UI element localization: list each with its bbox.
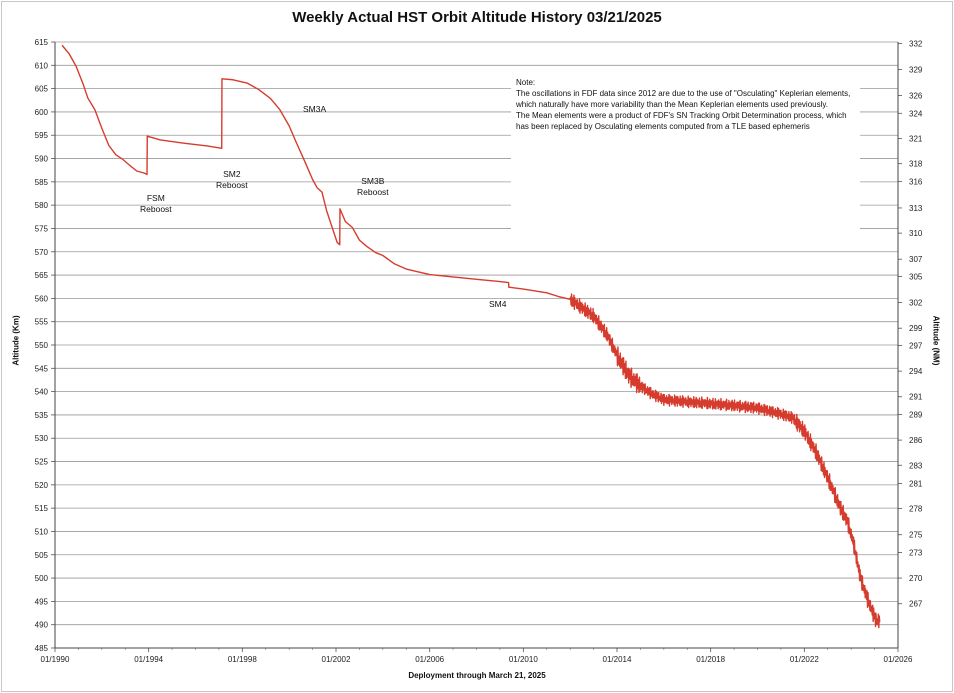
x-tick-label: 01/2002 <box>322 655 351 664</box>
y-tick-label: 610 <box>35 61 49 70</box>
x-tick-label: 01/2026 <box>884 655 913 664</box>
y-right-tick-label: 270 <box>909 574 923 583</box>
chart-title: Weekly Actual HST Orbit Altitude History… <box>292 9 662 26</box>
x-tick-label: 01/1998 <box>228 655 257 664</box>
y-tick-label: 570 <box>35 248 49 257</box>
y-right-tick-label: 305 <box>909 272 923 281</box>
y-tick-label: 520 <box>35 481 49 490</box>
y-right-tick-label: 275 <box>909 531 923 540</box>
y-tick-label: 560 <box>35 294 49 303</box>
y-tick-label: 540 <box>35 388 49 397</box>
y-axis-title-right: Altitude (NM) <box>931 315 941 366</box>
y-tick-label: 585 <box>35 178 49 187</box>
y-tick-label: 525 <box>35 458 49 467</box>
x-axis-title: Deployment through March 21, 2025 <box>408 671 546 680</box>
y-axis-title-left: Altitude (Km) <box>11 315 21 366</box>
y-right-tick-label: 289 <box>909 410 923 419</box>
y-tick-label: 615 <box>35 38 49 47</box>
y-right-tick-label: 291 <box>909 393 923 402</box>
y-tick-label: 510 <box>35 527 49 536</box>
y-tick-label: 530 <box>35 434 49 443</box>
y-right-tick-label: 318 <box>909 160 923 169</box>
note-paragraph-2: The Mean elements were a product of FDF'… <box>516 111 847 131</box>
y-right-tick-label: 286 <box>909 436 923 445</box>
y-right-tick-label: 316 <box>909 177 923 186</box>
y-tick-label: 595 <box>35 131 49 140</box>
annotation-fsm-reboost: FSM Reboost <box>140 193 172 214</box>
y-right-tick-label: 278 <box>909 505 923 514</box>
x-tick-label: 01/1990 <box>41 655 70 664</box>
x-tick-label: 01/2010 <box>509 655 538 664</box>
y-right-tick-label: 299 <box>909 324 923 333</box>
y-right-tick-label: 267 <box>909 600 923 609</box>
y-right-tick-label: 302 <box>909 299 923 308</box>
y-tick-label: 505 <box>35 551 49 560</box>
y-tick-label: 500 <box>35 574 49 583</box>
x-tick-label: 01/2018 <box>696 655 725 664</box>
x-tick-label: 01/2006 <box>415 655 444 664</box>
y-right-tick-label: 273 <box>909 548 923 557</box>
y-tick-label: 535 <box>35 411 49 420</box>
y-right-tick-label: 313 <box>909 204 923 213</box>
y-right-tick-label: 329 <box>909 66 923 75</box>
y-tick-label: 565 <box>35 271 49 280</box>
y-tick-label: 605 <box>35 85 49 94</box>
y-tick-label: 590 <box>35 155 49 164</box>
y-tick-label: 580 <box>35 201 49 210</box>
annotation-sm3a: SM3A <box>303 104 327 114</box>
y-right-tick-label: 281 <box>909 479 923 488</box>
y-tick-label: 575 <box>35 224 49 233</box>
y-tick-label: 490 <box>35 621 49 630</box>
y-right-tick-label: 332 <box>909 39 923 48</box>
y-right-tick-label: 326 <box>909 92 923 101</box>
y-tick-label: 555 <box>35 318 49 327</box>
y-right-tick-label: 283 <box>909 461 923 470</box>
y-right-tick-label: 321 <box>909 134 923 143</box>
note-box: Note: The oscillations in FDF data since… <box>516 77 856 132</box>
annotation-sm3b-reboost: SM3B Reboost <box>357 176 389 197</box>
x-tick-label: 01/2014 <box>603 655 632 664</box>
y-tick-label: 495 <box>35 597 49 606</box>
y-right-tick-label: 324 <box>909 109 923 118</box>
y-right-tick-label: 294 <box>909 367 923 376</box>
note-heading: Note: <box>516 78 536 87</box>
y-right-tick-label: 297 <box>909 341 923 350</box>
y-tick-label: 550 <box>35 341 49 350</box>
y-tick-label: 515 <box>35 504 49 513</box>
x-tick-label: 01/1994 <box>134 655 163 664</box>
annotation-sm2-reboost: SM2 Reboost <box>216 169 248 190</box>
note-paragraph-1: The oscillations in FDF data since 2012 … <box>516 89 851 109</box>
series-line-hst-altitude <box>61 44 881 629</box>
y-tick-label: 545 <box>35 364 49 373</box>
y-tick-label: 600 <box>35 108 49 117</box>
annotation-sm4: SM4 <box>489 299 507 309</box>
y-right-tick-label: 310 <box>909 229 923 238</box>
y-right-tick-label: 307 <box>909 255 923 264</box>
y-tick-label: 485 <box>35 644 49 653</box>
x-tick-label: 01/2022 <box>790 655 819 664</box>
note-background <box>511 74 860 234</box>
